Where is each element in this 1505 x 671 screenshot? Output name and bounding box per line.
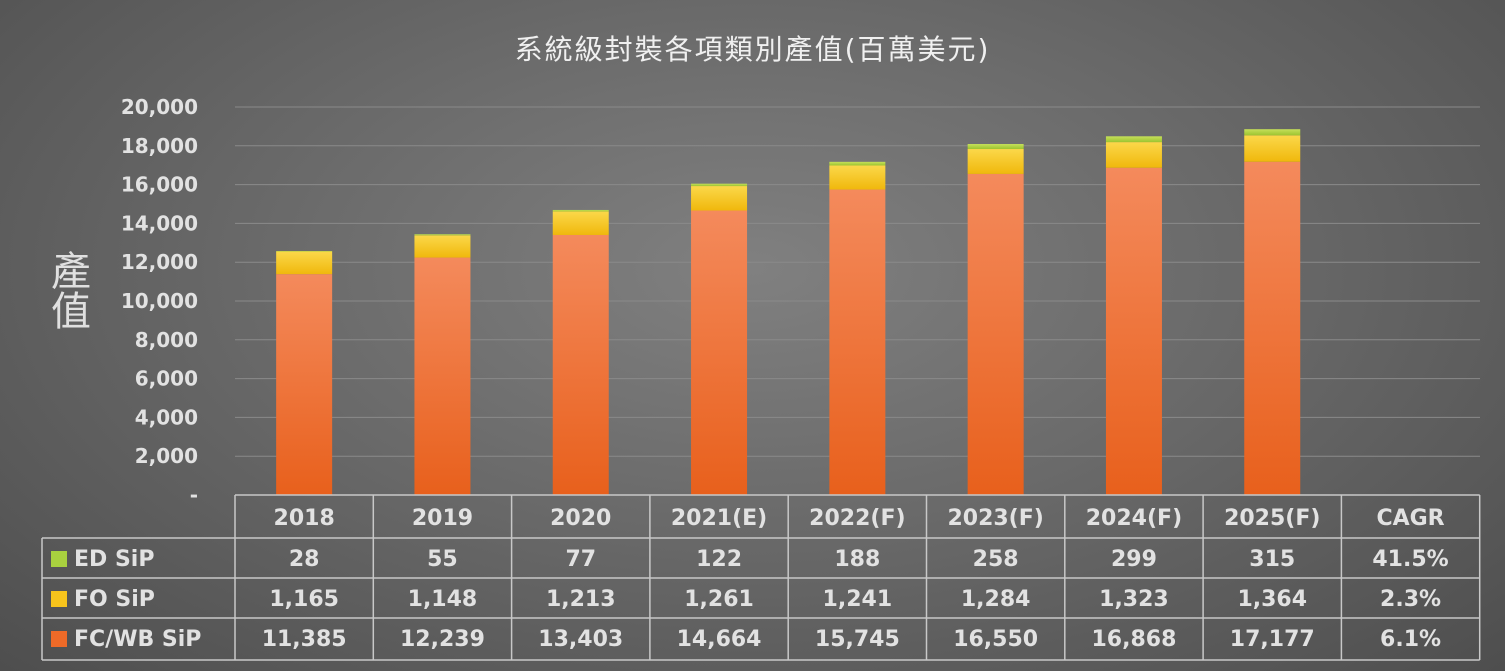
x-category-label: 2018 bbox=[274, 506, 335, 531]
data-cell: 1,213 bbox=[546, 587, 616, 612]
bar-fcwbsip-2024(F) bbox=[1105, 167, 1162, 495]
data-cell: 122 bbox=[696, 547, 742, 572]
y-tick-label: 8,000 bbox=[135, 328, 198, 352]
bar-edsip-2019 bbox=[414, 234, 471, 236]
bar-fosip-2022(F) bbox=[829, 165, 886, 190]
y-axis-title: 產值 bbox=[44, 250, 90, 330]
data-cell: 1,364 bbox=[1237, 587, 1307, 612]
bar-fcwbsip-2019 bbox=[414, 257, 471, 495]
y-tick-label: 6,000 bbox=[135, 367, 198, 391]
legend-label: ED SiP bbox=[74, 547, 154, 572]
data-cell: 13,403 bbox=[538, 627, 623, 652]
bar-fcwbsip-2020 bbox=[552, 234, 609, 495]
data-cell: 1,148 bbox=[408, 587, 478, 612]
cagr-header: CAGR bbox=[1376, 506, 1444, 531]
bar-fosip-2021(E) bbox=[691, 186, 748, 211]
bar-edsip-2023(F) bbox=[967, 144, 1024, 150]
data-cell: 77 bbox=[565, 547, 596, 572]
data-cell: 188 bbox=[834, 547, 880, 572]
y-tick-label: 20,000 bbox=[121, 95, 198, 119]
data-cell: 1,241 bbox=[823, 587, 893, 612]
bar-fosip-2024(F) bbox=[1105, 142, 1162, 168]
bar-fosip-2025(F) bbox=[1244, 135, 1301, 162]
data-cell: 15,745 bbox=[815, 627, 900, 652]
legend-swatch bbox=[51, 591, 67, 607]
data-cell: 258 bbox=[973, 547, 1019, 572]
bar-fosip-2020 bbox=[552, 211, 609, 235]
data-cell: 315 bbox=[1249, 547, 1295, 572]
legend-swatch bbox=[51, 551, 67, 567]
data-cell: 16,868 bbox=[1091, 627, 1176, 652]
y-tick-label: 18,000 bbox=[121, 134, 198, 158]
bar-fosip-2019 bbox=[414, 235, 471, 258]
data-cell: 299 bbox=[1111, 547, 1157, 572]
cagr-cell: 41.5% bbox=[1372, 547, 1448, 572]
x-category-label: 2025(F) bbox=[1224, 506, 1320, 531]
bar-fcwbsip-2021(E) bbox=[691, 210, 748, 495]
y-tick-label: 14,000 bbox=[121, 211, 198, 235]
x-category-label: 2023(F) bbox=[947, 506, 1043, 531]
bar-fosip-2023(F) bbox=[967, 149, 1024, 174]
x-category-label: 2019 bbox=[412, 506, 473, 531]
bar-fcwbsip-2025(F) bbox=[1244, 161, 1301, 495]
bar-fcwbsip-2023(F) bbox=[967, 173, 1024, 495]
data-cell: 1,323 bbox=[1099, 587, 1169, 612]
y-tick-label: 10,000 bbox=[121, 289, 198, 313]
bar-edsip-2025(F) bbox=[1244, 129, 1301, 136]
y-tick-label: 2,000 bbox=[135, 444, 198, 468]
bar-fcwbsip-2022(F) bbox=[829, 189, 886, 495]
data-cell: 55 bbox=[427, 547, 458, 572]
x-category-label: 2024(F) bbox=[1086, 506, 1182, 531]
bar-edsip-2022(F) bbox=[829, 161, 886, 166]
y-tick-label: 12,000 bbox=[121, 250, 198, 274]
data-cell: 1,165 bbox=[269, 587, 339, 612]
data-cell: 17,177 bbox=[1230, 627, 1315, 652]
y-tick-label: 16,000 bbox=[121, 173, 198, 197]
bar-fosip-2018 bbox=[276, 251, 333, 275]
legend-label: FO SiP bbox=[74, 587, 155, 612]
bar-edsip-2018 bbox=[276, 250, 333, 252]
legend-swatch bbox=[51, 631, 67, 647]
bar-edsip-2024(F) bbox=[1105, 136, 1162, 143]
chart-title: 系統級封裝各項類別產值(百萬美元) bbox=[514, 33, 991, 66]
data-cell: 1,261 bbox=[684, 587, 754, 612]
x-category-label: 2022(F) bbox=[809, 506, 905, 531]
data-cell: 16,550 bbox=[953, 627, 1038, 652]
cagr-cell: 2.3% bbox=[1380, 587, 1441, 612]
y-tick-label: 4,000 bbox=[135, 405, 198, 429]
data-cell: 12,239 bbox=[400, 627, 485, 652]
bar-edsip-2021(E) bbox=[691, 183, 748, 187]
x-category-label: 2021(E) bbox=[671, 506, 767, 531]
cagr-cell: 6.1% bbox=[1380, 627, 1441, 652]
y-tick-label: - bbox=[190, 483, 198, 507]
data-cell: 11,385 bbox=[262, 627, 347, 652]
x-category-label: 2020 bbox=[550, 506, 611, 531]
data-cell: 14,664 bbox=[677, 627, 762, 652]
data-cell: 28 bbox=[289, 547, 320, 572]
bar-fcwbsip-2018 bbox=[276, 274, 333, 495]
legend-label: FC/WB SiP bbox=[74, 627, 201, 652]
bar-edsip-2020 bbox=[552, 209, 609, 212]
data-cell: 1,284 bbox=[961, 587, 1031, 612]
